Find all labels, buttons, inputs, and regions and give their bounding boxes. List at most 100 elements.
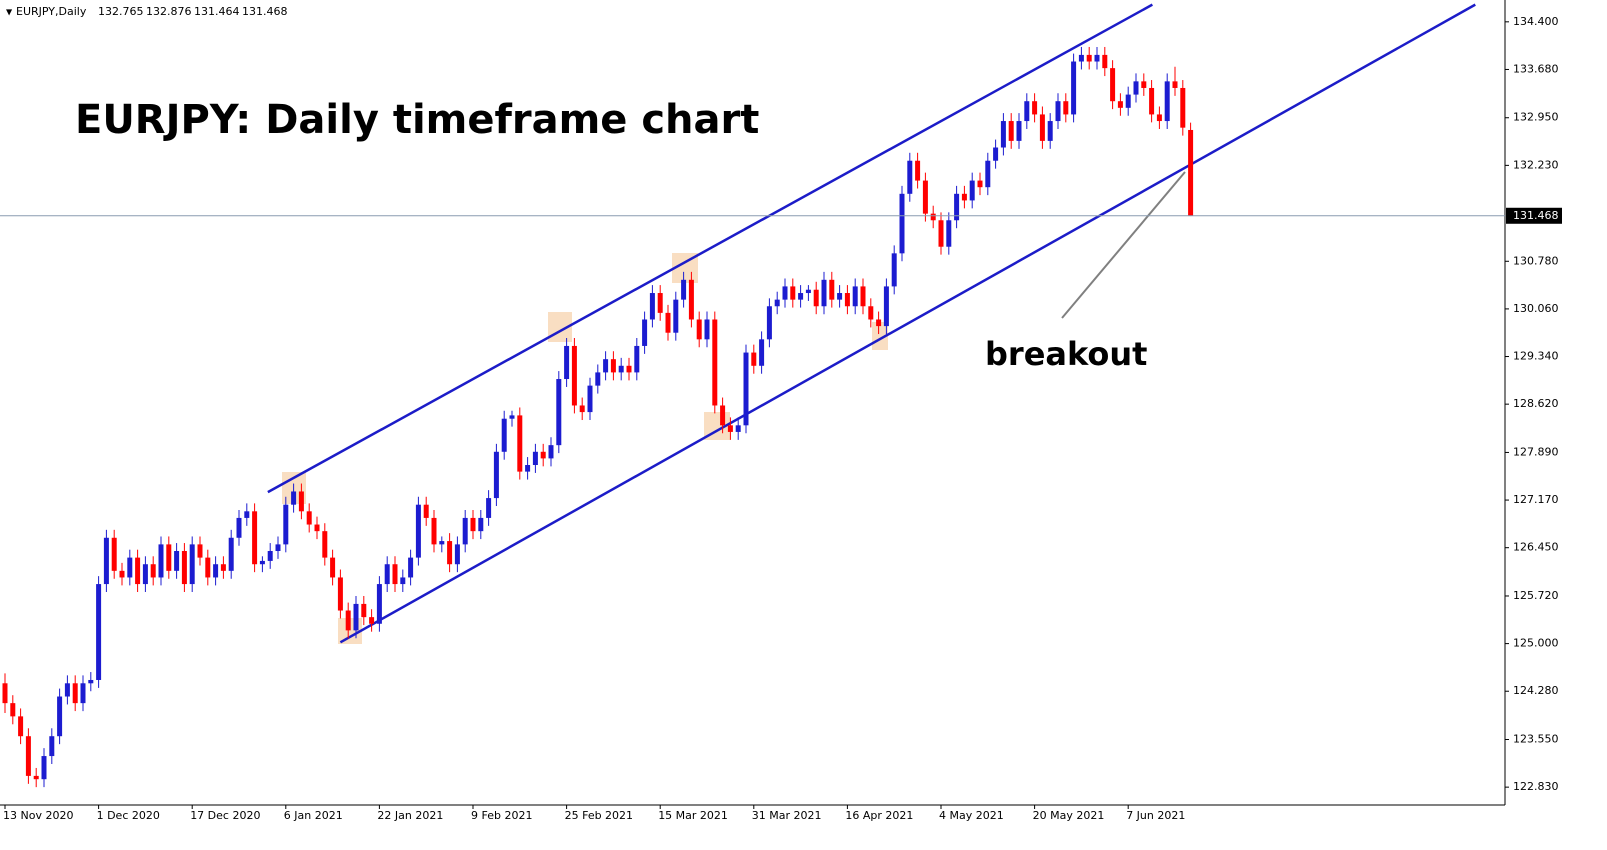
- candle-body: [525, 465, 531, 472]
- candle-body: [501, 418, 507, 452]
- candle-body: [322, 531, 328, 558]
- y-tick-label: 130.060: [1513, 302, 1559, 315]
- candle-body: [291, 491, 297, 505]
- y-tick-label: 129.340: [1513, 350, 1559, 363]
- candle-body: [790, 286, 796, 300]
- candle-body: [595, 372, 601, 386]
- x-tick-label: 6 Jan 2021: [284, 809, 343, 822]
- x-tick-label: 16 Apr 2021: [845, 809, 913, 822]
- candle-body: [852, 286, 858, 307]
- candle-body: [135, 557, 141, 585]
- candle-body: [447, 541, 453, 565]
- candle-body: [720, 405, 726, 426]
- candle-body: [860, 286, 866, 307]
- candle-body: [361, 603, 367, 618]
- candle-body: [41, 756, 47, 780]
- candle-body: [244, 511, 250, 518]
- candle-body: [127, 557, 133, 578]
- header-value: 131.464: [194, 5, 240, 18]
- x-tick-label: 13 Nov 2020: [3, 809, 73, 822]
- candle-body: [564, 345, 570, 380]
- y-tick-label: 122.830: [1513, 780, 1559, 793]
- candle-body: [80, 683, 86, 704]
- x-tick-label: 31 Mar 2021: [752, 809, 822, 822]
- candle-body: [977, 180, 983, 188]
- candle-body: [774, 299, 780, 307]
- candle-body: [283, 504, 289, 545]
- candle-body: [509, 415, 515, 419]
- candle-body: [649, 293, 655, 320]
- price-label: 131.468: [1513, 209, 1559, 222]
- candle-body: [57, 696, 63, 737]
- candle-body: [345, 610, 351, 631]
- candle-body: [805, 289, 811, 294]
- candle-body: [766, 306, 772, 340]
- candle-body: [49, 736, 55, 757]
- trendline: [267, 3, 1153, 494]
- candle-body: [470, 517, 476, 532]
- candle-body: [891, 253, 897, 287]
- candle-body: [540, 451, 546, 459]
- y-tick-label: 127.170: [1513, 493, 1559, 506]
- annotation-arrow: [1061, 171, 1186, 319]
- candle-body: [384, 564, 390, 585]
- annotation: breakout: [985, 335, 1147, 373]
- candle-body: [72, 683, 78, 704]
- candle-body: [579, 405, 585, 413]
- candle-body: [10, 703, 16, 717]
- candle-body: [1086, 54, 1092, 62]
- candle-body: [376, 584, 382, 624]
- candle-body: [1149, 87, 1155, 115]
- x-tick-label: 1 Dec 2020: [97, 809, 160, 822]
- candle-body: [298, 491, 304, 512]
- candle-body: [798, 293, 804, 300]
- candle-body: [704, 319, 710, 340]
- symbol: EURJPY,Daily: [16, 5, 87, 18]
- candle-body: [961, 193, 967, 201]
- x-tick-label: 20 May 2021: [1033, 809, 1105, 822]
- candle-body: [314, 524, 320, 532]
- x-tick-label: 4 May 2021: [939, 809, 1004, 822]
- candle-body: [64, 683, 70, 697]
- y-tick-label: 128.620: [1513, 397, 1559, 410]
- y-tick-label: 132.950: [1513, 111, 1559, 124]
- candle-body: [548, 445, 554, 459]
- y-tick-label: 134.400: [1513, 15, 1559, 28]
- candle-body: [844, 293, 850, 307]
- candle-body: [1156, 114, 1162, 122]
- candle-body: [735, 425, 741, 432]
- candle-body: [166, 544, 172, 571]
- candle-body: [220, 564, 226, 571]
- candle-body: [306, 511, 312, 525]
- candle-body: [1055, 101, 1061, 122]
- candle-body: [587, 385, 593, 413]
- candle-body: [150, 564, 156, 578]
- candle-body: [1063, 101, 1069, 115]
- candle-body: [181, 550, 187, 585]
- candle-body: [88, 679, 94, 684]
- candle-body: [1032, 101, 1038, 115]
- chart-title: EURJPY: Daily timeframe chart: [75, 97, 759, 143]
- y-tick-label: 125.000: [1513, 637, 1559, 650]
- candle-body: [868, 306, 874, 320]
- candle-body: [743, 352, 749, 426]
- candle-body: [205, 557, 211, 578]
- candle-body: [681, 279, 687, 300]
- candle-body: [938, 220, 944, 247]
- x-tick-label: 15 Mar 2021: [658, 809, 728, 822]
- candle-body: [462, 517, 468, 545]
- candle-body: [1188, 129, 1194, 216]
- candle-body: [1117, 101, 1123, 108]
- candle-body: [1102, 54, 1108, 69]
- highlight-box: [872, 322, 888, 350]
- candle-body: [213, 564, 219, 578]
- candle-body: [837, 293, 843, 300]
- candle-body: [486, 498, 492, 518]
- candle-body: [657, 293, 663, 313]
- candle-body: [1094, 54, 1100, 62]
- candle-body: [1000, 121, 1006, 148]
- candle-body: [228, 537, 234, 571]
- candle-body: [930, 213, 936, 221]
